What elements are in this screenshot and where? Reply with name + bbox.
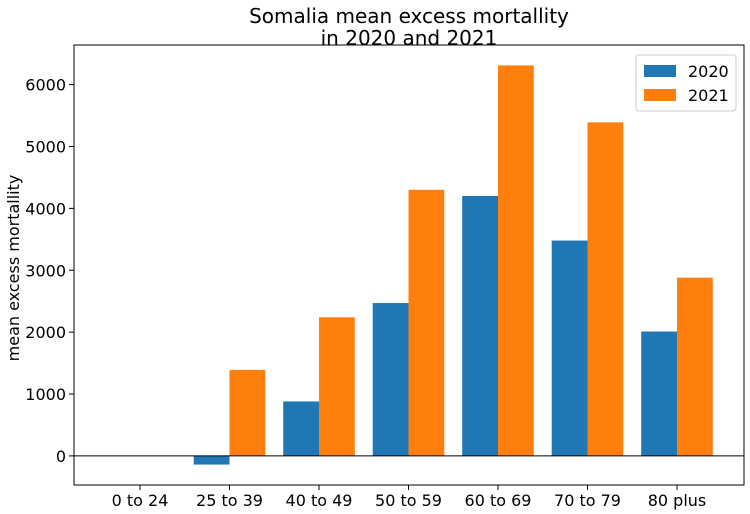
x-tick-label-4: 60 to 69: [465, 491, 532, 510]
bar-2021-3: [408, 189, 445, 456]
x-tick-label-6: 80 plus: [648, 491, 707, 510]
legend-label-2020: 2020: [688, 62, 729, 81]
bar-2021-4: [498, 65, 534, 456]
y-axis-ticks: 0 1000 2000 3000 4000 5000 6000: [25, 76, 74, 466]
y-tick-label-4: 4000: [25, 199, 66, 218]
chart-title: Somalia mean excess mortallity in 2020 a…: [249, 4, 569, 50]
bar-2021-5: [587, 122, 624, 456]
bar-2020-4: [462, 196, 498, 456]
y-tick-label-6: 6000: [25, 76, 66, 95]
x-tick-label-3: 50 to 59: [375, 491, 442, 510]
y-tick-label-3: 3000: [25, 261, 66, 280]
y-tick-label-0: 0: [56, 447, 66, 466]
legend: 2020 2021: [635, 54, 737, 112]
y-tick-label-1: 1000: [25, 385, 66, 404]
y-axis-label: mean excess mortallity: [4, 175, 23, 362]
legend-label-2021: 2021: [688, 86, 729, 105]
x-axis-ticks: 0 to 24 25 to 39 40 to 49 50 to 59 60 to 69 7…: [112, 485, 707, 510]
bar-2020-6: [641, 331, 677, 456]
bar-2020-2: [283, 401, 319, 456]
bar-2020-3: [372, 303, 409, 456]
bar-2021-2: [319, 317, 355, 456]
bars-layer: [193, 65, 713, 465]
y-tick-label-5: 5000: [25, 137, 66, 156]
bar-2020-1: [193, 455, 230, 465]
x-tick-label-0: 0 to 24: [112, 491, 169, 510]
legend-swatch-2021: [644, 89, 676, 101]
x-tick-label-2: 40 to 49: [286, 491, 353, 510]
legend-swatch-2020: [644, 65, 676, 77]
x-tick-label-5: 70 to 79: [554, 491, 621, 510]
y-tick-label-2: 2000: [25, 323, 66, 342]
bar-2021-6: [677, 277, 713, 456]
x-tick-label-1: 25 to 39: [196, 491, 263, 510]
bar-2020-5: [551, 240, 588, 456]
chart-title-line-1: Somalia mean excess mortallity: [249, 4, 569, 28]
bar-2021-1: [229, 369, 266, 456]
chart-title-line-2: in 2020 and 2021: [321, 26, 498, 50]
